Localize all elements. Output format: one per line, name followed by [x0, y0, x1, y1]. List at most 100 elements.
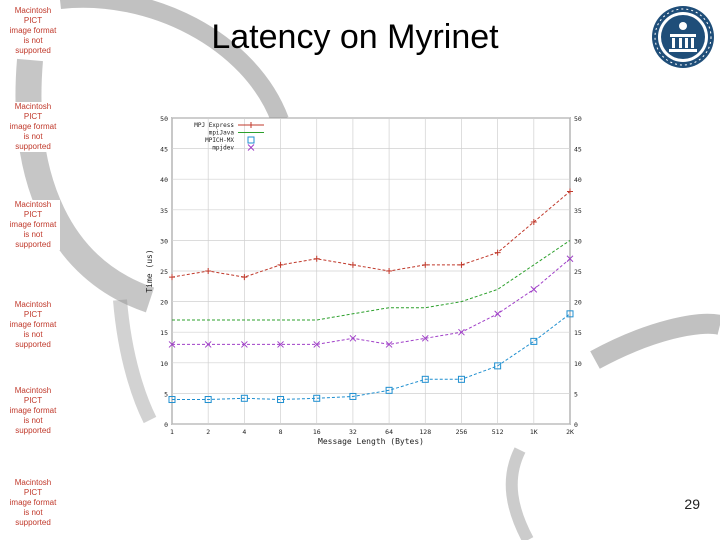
x-axis-label: Message Length (Bytes) — [318, 437, 424, 446]
x-tick-label: 1 — [170, 428, 174, 436]
x-tick-label: 64 — [385, 428, 393, 436]
series-line — [172, 313, 571, 401]
data-point — [386, 268, 393, 274]
data-point — [168, 396, 176, 404]
data-point — [421, 375, 429, 383]
y-tick-label-right: 20 — [574, 299, 582, 307]
data-point — [457, 375, 465, 383]
legend-label: MPICH-MX — [205, 137, 234, 144]
x-tick-label: 128 — [419, 428, 431, 436]
x-tick-label: 16 — [313, 428, 321, 436]
x-tick-label: 1K — [530, 428, 538, 436]
data-point — [458, 328, 465, 336]
data-point — [248, 122, 254, 128]
x-tick-label: 2 — [206, 428, 210, 436]
y-tick-label: 5 — [164, 390, 168, 398]
y-tick-label: 40 — [160, 176, 168, 184]
x-tick-label: 256 — [456, 428, 468, 436]
x-tick-label: 4 — [242, 428, 246, 436]
data-point — [204, 396, 212, 404]
data-point — [277, 261, 284, 268]
y-tick-label-right: 25 — [574, 268, 582, 276]
image-placeholder-1: Macintosh PICT image format is not suppo… — [6, 6, 60, 56]
series-layer — [168, 188, 574, 404]
data-point — [422, 261, 429, 268]
x-tick-label: 512 — [492, 428, 504, 436]
y-tick-label: 50 — [160, 115, 168, 123]
image-placeholder-4: Macintosh PICT image format is not suppo… — [6, 300, 60, 350]
data-point — [349, 334, 357, 342]
y-tick-label-right: 40 — [574, 176, 582, 184]
series-3 — [168, 255, 574, 348]
y-tick-label: 20 — [160, 299, 168, 307]
data-point — [458, 261, 465, 268]
university-seal-icon — [652, 6, 714, 68]
data-point — [205, 268, 212, 274]
series-0 — [169, 188, 573, 281]
data-point — [204, 341, 212, 348]
series-line — [172, 258, 571, 345]
data-point — [494, 249, 501, 256]
image-placeholder-3: Macintosh PICT image format is not suppo… — [6, 200, 60, 250]
data-point — [349, 261, 356, 268]
x-axis: 1 2 4 8 16 32 64 128 256 512 1K 2K — [170, 428, 574, 436]
legend-label: mpjdev — [212, 145, 234, 152]
data-point — [313, 394, 321, 402]
y-axis-left: 0 5 10 15 20 25 30 35 40 45 50 — [160, 115, 168, 429]
y-tick-label: 10 — [160, 360, 168, 368]
data-point — [530, 286, 538, 293]
series-1 — [172, 239, 571, 321]
data-point — [168, 341, 176, 348]
latency-chart: 0 5 10 15 20 25 30 35 40 45 50 0 5 10 15 20 25 30 35 40 45 5… — [145, 115, 582, 446]
y-tick-label: 0 — [164, 421, 168, 429]
series-line — [171, 191, 571, 278]
y-tick-label-right: 35 — [574, 207, 582, 215]
data-point — [494, 362, 502, 370]
data-point — [385, 341, 393, 348]
data-point — [240, 394, 248, 402]
y-tick-label-right: 10 — [574, 360, 582, 368]
data-point — [169, 274, 175, 281]
data-point — [530, 337, 538, 345]
slide-title: Latency on Myrinet — [211, 18, 499, 56]
x-tick-label: 2K — [566, 428, 574, 436]
y-tick-label-right: 0 — [574, 421, 578, 429]
y-tick-label: 45 — [160, 146, 168, 154]
y-tick-label: 15 — [160, 329, 168, 337]
page-number: 29 — [684, 496, 700, 512]
y-tick-label-right: 45 — [574, 146, 582, 154]
data-point — [313, 341, 321, 348]
legend-label: MPJ Express — [194, 122, 234, 129]
y-tick-label-right: 30 — [574, 237, 582, 245]
data-point — [421, 334, 429, 342]
y-tick-label: 30 — [160, 237, 168, 245]
data-point — [567, 188, 573, 195]
data-point — [277, 396, 285, 404]
chart-grid — [171, 117, 571, 425]
y-tick-label-right: 50 — [574, 115, 582, 123]
x-tick-label: 8 — [279, 428, 283, 436]
y-tick-label: 25 — [160, 268, 168, 276]
data-point — [530, 219, 537, 226]
data-point — [241, 341, 248, 348]
data-point — [385, 386, 393, 394]
series-2 — [168, 310, 574, 404]
image-placeholder-6: Macintosh PICT image format is not suppo… — [6, 478, 60, 528]
data-point — [241, 274, 248, 281]
data-point — [313, 255, 320, 262]
y-tick-label-right: 5 — [574, 390, 578, 398]
image-placeholder-2: Macintosh PICT image format is not suppo… — [6, 102, 60, 152]
data-point — [247, 144, 255, 151]
legend-label: mpiJava — [209, 130, 235, 137]
data-point — [277, 341, 284, 348]
x-tick-label: 32 — [349, 428, 357, 436]
data-point — [494, 310, 501, 318]
y-axis-label: Time (us) — [145, 249, 154, 292]
data-point — [566, 255, 574, 263]
series-line — [172, 239, 571, 321]
image-placeholder-5: Macintosh PICT image format is not suppo… — [6, 386, 60, 436]
y-tick-label-right: 15 — [574, 329, 582, 337]
y-tick-label: 35 — [160, 207, 168, 215]
data-point — [566, 310, 574, 318]
